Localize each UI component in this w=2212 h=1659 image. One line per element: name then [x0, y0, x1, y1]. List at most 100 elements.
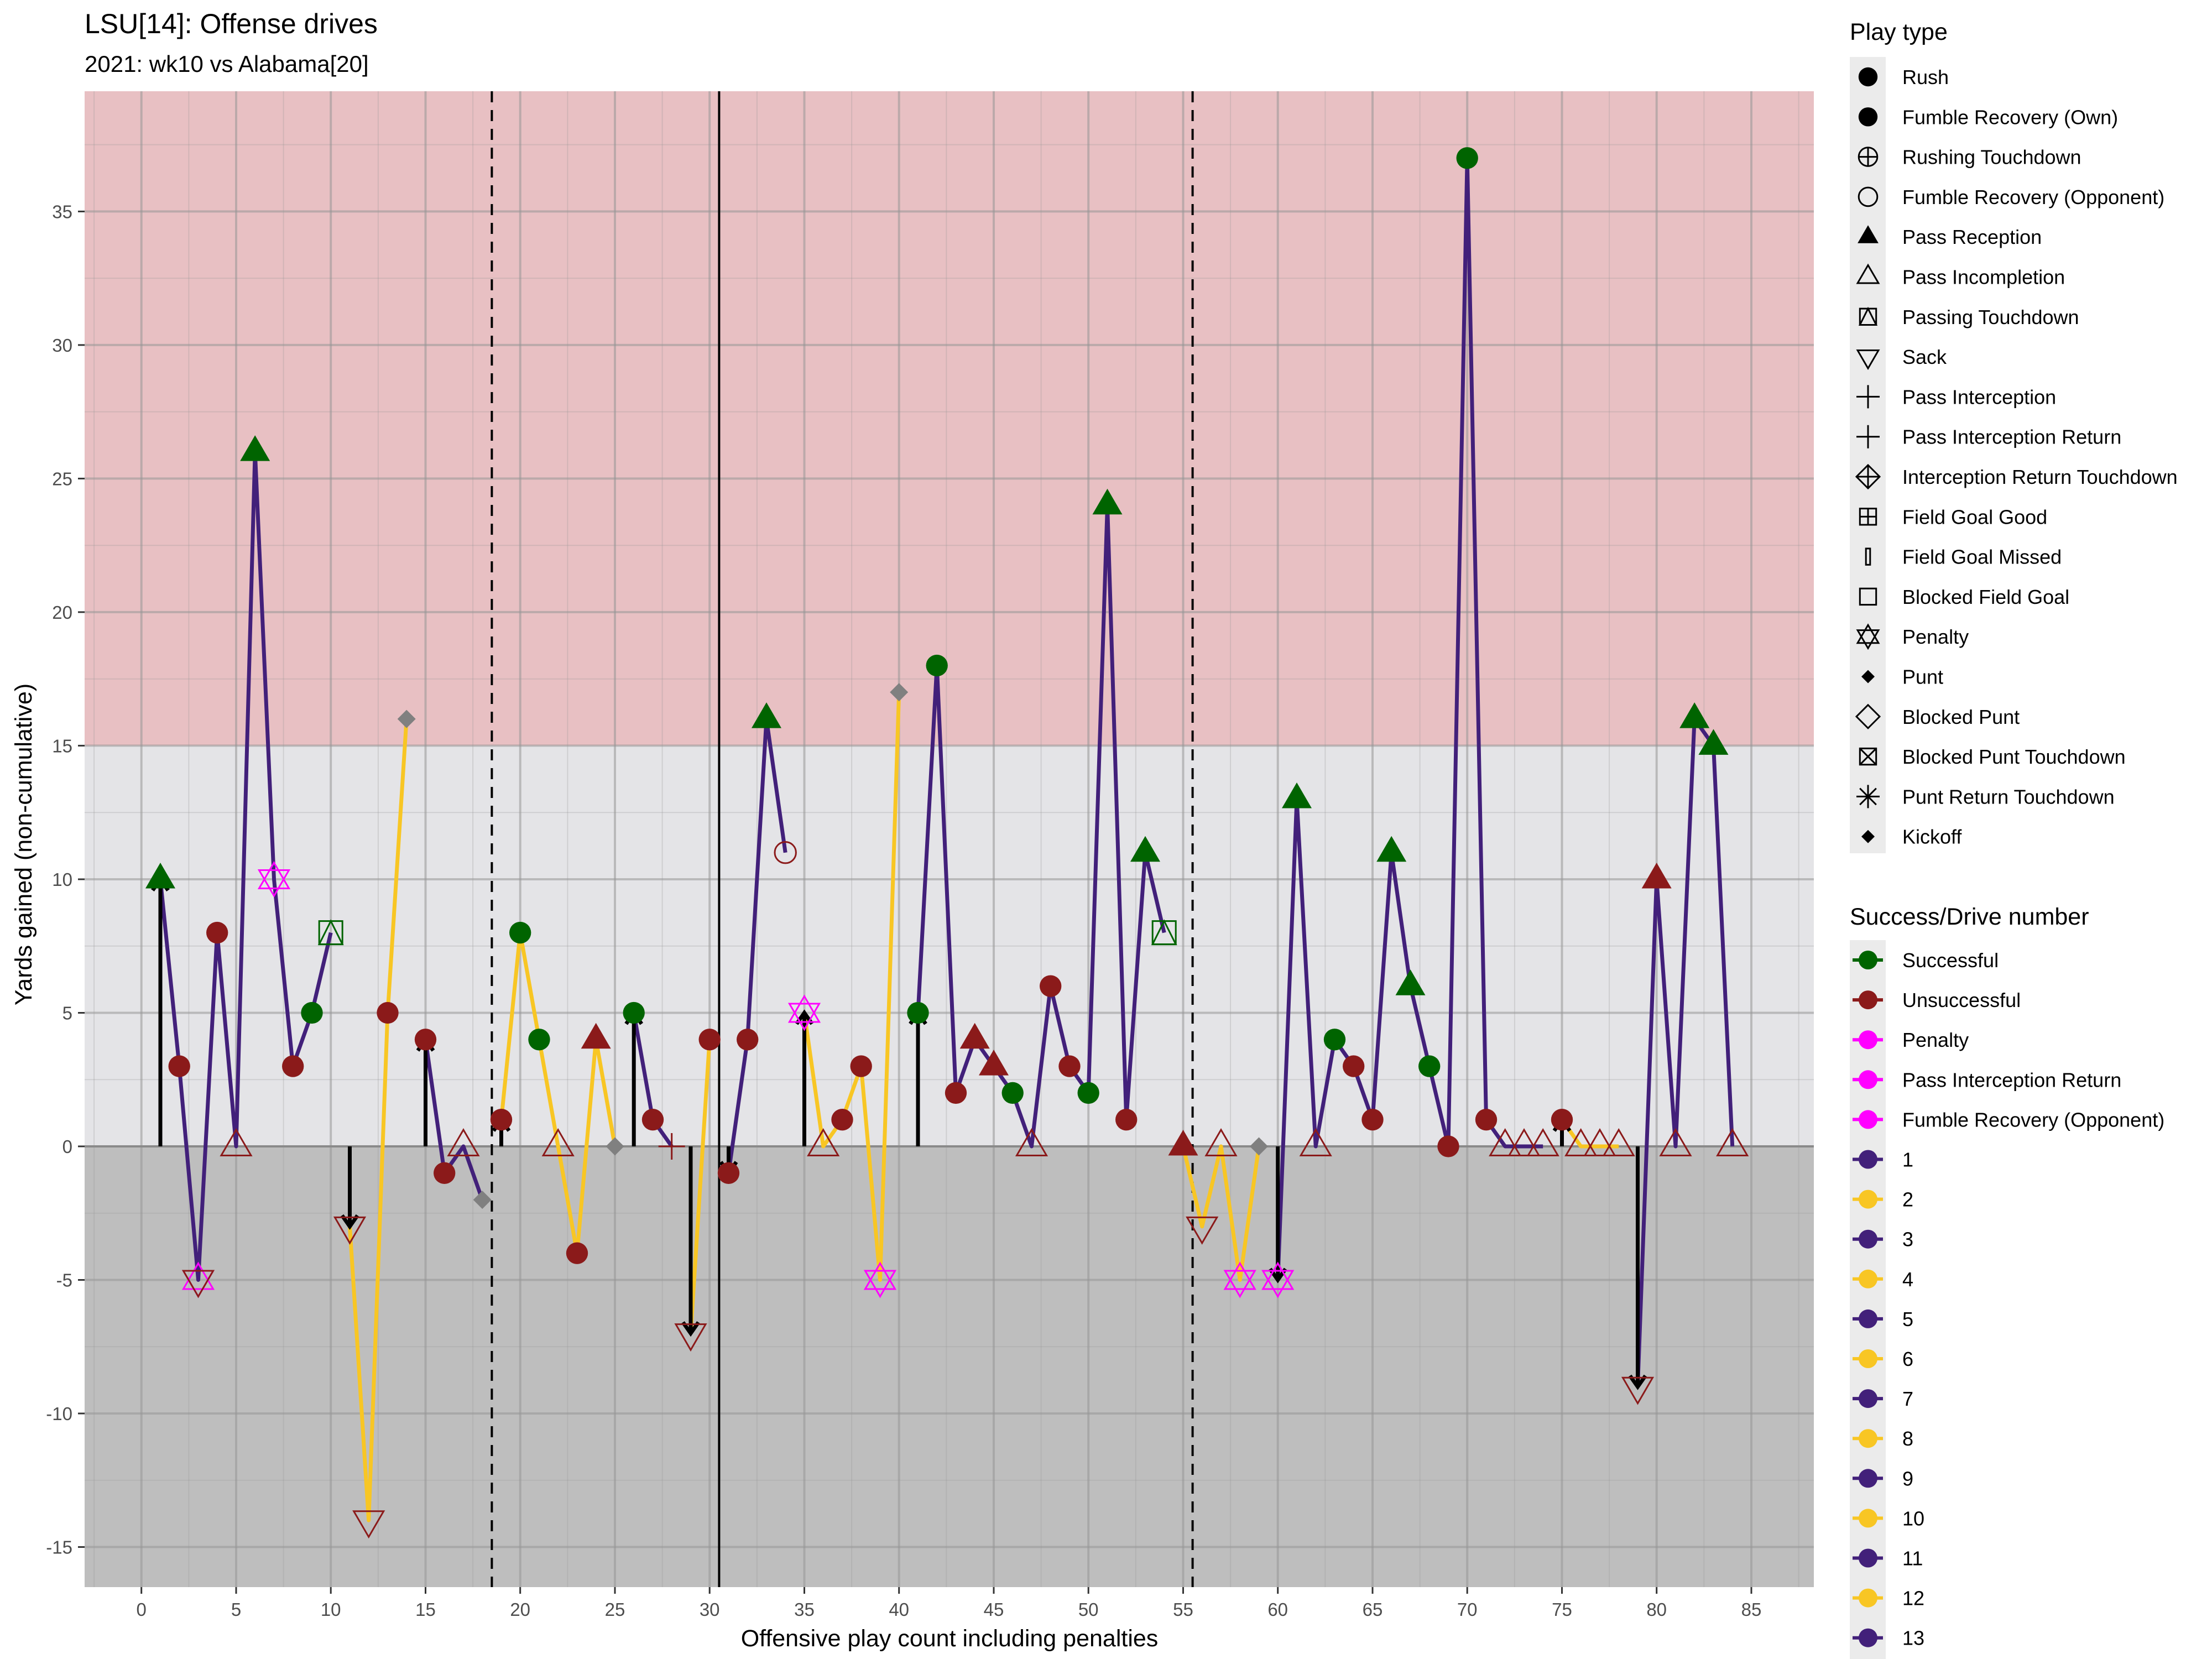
legend-key-dot	[1859, 1349, 1877, 1368]
play-marker-rush	[831, 1109, 853, 1131]
play-marker-pass-reception	[1395, 969, 1426, 995]
play-marker-sack	[333, 1216, 367, 1245]
play-marker-rush	[1115, 1109, 1138, 1131]
y-tick-label: 0	[62, 1136, 72, 1157]
legend-key-pass-interception-return	[1856, 425, 1880, 448]
play-marker-penalty	[257, 861, 291, 898]
legend-item-label: Fumble Recovery (Opponent)	[1902, 1108, 2164, 1131]
legend-key-field-goal-missed	[1865, 547, 1871, 566]
play-marker-rush	[1418, 1055, 1441, 1077]
legend-key-rushing-touchdown-ring	[1858, 147, 1879, 167]
legend-success-drive: Success/Drive number Successful Unsuccessf…	[1850, 904, 2164, 1659]
legend-item-label: Field Goal Missed	[1902, 546, 2062, 568]
legend-key-fumble-recovery-opponent	[1858, 186, 1879, 207]
drive-line-6	[688, 1039, 712, 1334]
play-marker-rush	[414, 1029, 437, 1051]
y-tick-label: 5	[62, 1003, 72, 1024]
play-marker-pass-reception	[752, 702, 781, 728]
y-tick-label: 35	[52, 201, 72, 222]
play-marker-penalty	[1261, 1261, 1295, 1298]
legend-play-type-title: Play type	[1850, 19, 1948, 45]
legend-key-penalty	[1856, 623, 1880, 650]
play-marker-penalty	[1223, 1261, 1256, 1298]
x-tick-label: 35	[794, 1599, 815, 1620]
legend-success-title: Success/Drive number	[1850, 904, 2089, 930]
play-marker-passing-touchdown-inner	[1151, 919, 1177, 946]
play-marker-pass-incompletion	[1659, 1128, 1692, 1156]
y-tick-label: -10	[46, 1404, 72, 1424]
play-marker-pass-reception	[1698, 729, 1729, 755]
play-marker-rush	[282, 1055, 304, 1077]
play-marker-rush	[641, 1109, 664, 1131]
play-marker-rush	[301, 1001, 323, 1024]
play-marker-fumble-recovery-opponent	[774, 841, 797, 864]
legend-item-label: Fumble Recovery (Own)	[1902, 106, 2118, 128]
x-tick-label: 20	[510, 1599, 530, 1620]
legend-item-label: 12	[1902, 1587, 1924, 1610]
legend-key-rushing-touchdown	[1859, 147, 1877, 166]
play-marker-pass-incompletion	[1602, 1128, 1635, 1156]
legend-item-label: Field Goal Good	[1902, 505, 2047, 528]
legend-item-label: 6	[1902, 1348, 1913, 1370]
legend-item-label: Blocked Punt Touchdown	[1902, 745, 2126, 768]
x-tick-label: 45	[984, 1599, 1004, 1620]
play-marker-pass-reception	[979, 1050, 1009, 1076]
legend-key-dot	[1859, 1070, 1877, 1089]
legend-key-dot	[1859, 990, 1877, 1010]
play-marker-pass-reception	[240, 435, 270, 461]
play-marker-sack	[674, 1323, 707, 1352]
play-marker-pass-incompletion	[541, 1128, 575, 1156]
play-marker-pass-reception	[145, 863, 175, 889]
play-marker-pass-incompletion	[1489, 1128, 1522, 1156]
legend-key-dot	[1859, 1469, 1877, 1488]
legend-key-dot	[1859, 1269, 1877, 1288]
play-marker-pass-reception	[1130, 836, 1160, 862]
drive-line-13	[1636, 717, 1735, 1387]
x-tick-label: 55	[1173, 1599, 1193, 1620]
x-tick-label: 0	[137, 1599, 147, 1620]
legend-item-label: Pass Interception	[1902, 385, 2056, 408]
x-tick-label: 60	[1267, 1599, 1288, 1620]
legend-item-label: 1	[1902, 1149, 1913, 1171]
play-marker-rush	[1001, 1082, 1024, 1104]
chart-title: LSU[14]: Offense drives	[85, 8, 378, 39]
play-marker-rush	[168, 1055, 190, 1077]
play-marker-punt	[397, 709, 416, 728]
legend-key-pass-reception	[1858, 225, 1879, 243]
drive-line-3	[424, 1039, 484, 1201]
background-band	[85, 91, 1814, 746]
legend-key-blocked-field-goal	[1859, 587, 1877, 606]
plot-panel	[85, 91, 1814, 1587]
play-marker-rush	[717, 1162, 740, 1184]
legend-key-dot	[1859, 1190, 1877, 1209]
legend-key-dot	[1859, 1429, 1877, 1448]
play-marker-pass-incompletion	[1299, 1128, 1332, 1156]
play-marker-rush	[1437, 1135, 1459, 1157]
legend-item-label: 11	[1902, 1547, 1923, 1570]
y-tick-label: 25	[52, 468, 72, 489]
legend-key-fumble-recovery-own	[1858, 107, 1878, 127]
x-tick-label: 70	[1457, 1599, 1478, 1620]
play-marker-sack	[181, 1270, 215, 1298]
legend-item-label: Passing Touchdown	[1902, 306, 2079, 328]
play-marker-pass-incompletion	[1583, 1128, 1616, 1156]
play-marker-rush	[945, 1082, 967, 1104]
legend-key-pass-incompletion	[1856, 263, 1880, 284]
x-axis-ticks: 0 5 10 15 20 25 30 35 40 45 50 55 60 65 70 75 80 85	[137, 1587, 1761, 1620]
x-tick-label: 65	[1363, 1599, 1383, 1620]
play-marker-pass-reception	[1092, 488, 1123, 515]
legend-item-label: Kickoff	[1902, 826, 1962, 848]
y-tick-label: 15	[52, 735, 72, 756]
x-tick-label: 50	[1078, 1599, 1099, 1620]
play-marker-passing-touchdown-inner	[317, 919, 344, 946]
legend-key-blocked-punt-touchdown	[1859, 747, 1877, 766]
legend-item-label: Fumble Recovery (Opponent)	[1902, 186, 2164, 208]
legend-key-interception-return-touchdown	[1855, 463, 1881, 490]
play-marker-sack	[1621, 1376, 1655, 1405]
legend-key-dot	[1859, 1509, 1877, 1528]
chart-subtitle: 2021: wk10 vs Alabama[20]	[85, 51, 369, 77]
legend-item-label: Punt Return Touchdown	[1902, 785, 2115, 808]
legend-item-label: 2	[1902, 1188, 1913, 1211]
legend-item-label: Pass Interception Return	[1902, 426, 2121, 448]
